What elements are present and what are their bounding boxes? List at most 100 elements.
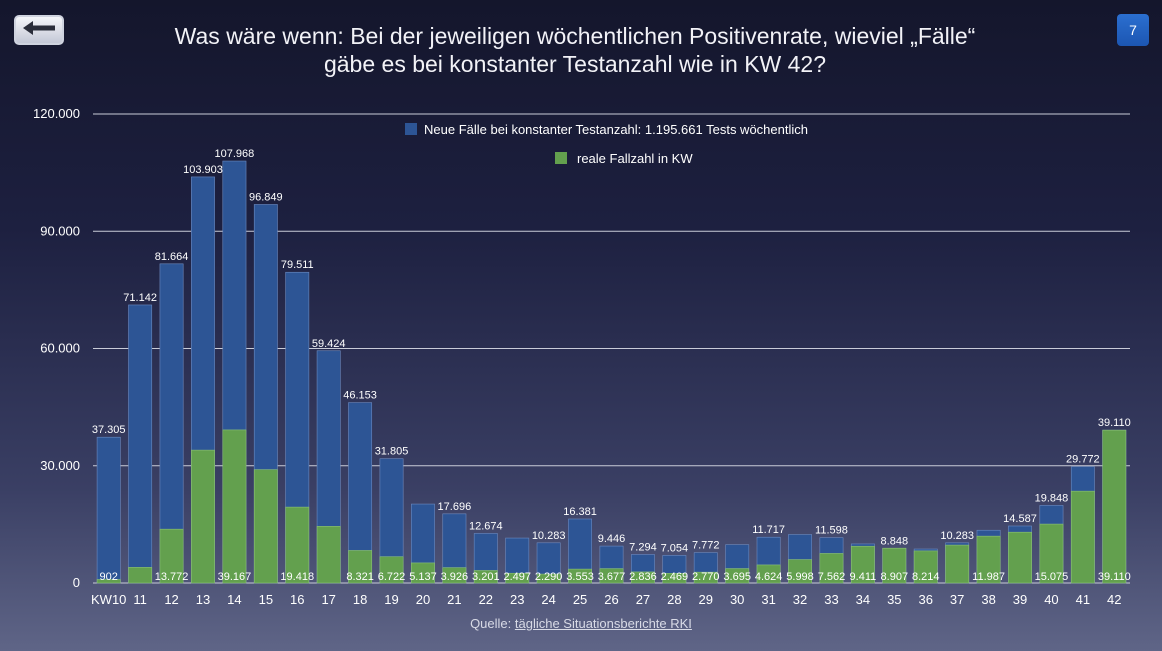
legend-label-projected: Neue Fälle bei konstanter Testanzahl: 1.… — [424, 122, 808, 137]
bar-real-cases — [913, 550, 938, 584]
x-tick-label: 28 — [667, 592, 681, 607]
bar-real-cases — [850, 545, 875, 584]
slide-title-line-2: gäbe es bei konstanter Testanzahl wie in… — [323, 51, 827, 77]
bar-real-cases — [96, 579, 121, 584]
bar-real-cases — [662, 573, 687, 584]
data-label-real-cases: 2.469 — [661, 571, 689, 583]
source-line: Quelle: tägliche Situationsberichte RKI — [0, 616, 1162, 631]
data-label-projected-cases: 10.283 — [532, 530, 566, 542]
bar-real-cases — [1070, 490, 1095, 584]
bar-real-cases — [222, 429, 247, 584]
page-number-badge: 7 — [1117, 14, 1149, 46]
y-tick-label: 0 — [73, 575, 80, 590]
data-label-projected-cases: 7.054 — [661, 542, 689, 554]
bar-projected-cases — [128, 304, 153, 584]
x-tick-label: 19 — [384, 592, 398, 607]
data-label-projected-cases: 11.598 — [815, 525, 848, 537]
x-tick-label: 40 — [1044, 592, 1058, 607]
bar-real-cases — [1008, 531, 1032, 584]
back-button[interactable] — [14, 15, 64, 45]
bar-real-cases — [599, 568, 624, 584]
x-tick-label: 24 — [541, 592, 555, 607]
bar-real-cases — [945, 544, 970, 584]
bar-real-cases — [630, 571, 655, 584]
x-tick-label: 38 — [981, 592, 995, 607]
data-label-projected-cases: 7.294 — [629, 541, 657, 553]
bar-real-cases — [1039, 523, 1064, 584]
bar-real-cases — [316, 526, 341, 584]
data-label-projected-cases: 39.110 — [1098, 417, 1131, 429]
data-label-real-cases: 8.321 — [346, 571, 374, 583]
y-tick-label: 90.000 — [40, 223, 80, 238]
data-label-real-cases: 39.167 — [218, 571, 252, 583]
x-tick-label: 36 — [919, 592, 933, 607]
x-tick-label: 42 — [1107, 592, 1121, 607]
x-tick-label: 11 — [133, 592, 147, 607]
data-label-projected-cases: 46.153 — [343, 390, 377, 402]
bar-real-cases — [693, 571, 718, 584]
x-tick-label: 26 — [604, 592, 618, 607]
data-label-projected-cases: 16.381 — [563, 506, 597, 518]
bar-projected-cases — [96, 436, 121, 584]
bar-real-cases — [1102, 429, 1127, 584]
x-tick-label: 21 — [447, 592, 461, 607]
x-tick-label: 25 — [573, 592, 587, 607]
x-tick-label: 33 — [824, 592, 838, 607]
bar-real-cases — [505, 572, 530, 584]
x-tick-label: 17 — [321, 592, 335, 607]
bar-real-cases — [882, 547, 907, 584]
data-label-real-cases: 9.411 — [850, 571, 877, 583]
data-label-projected-cases: 14.587 — [1003, 513, 1037, 525]
x-tick-label: 29 — [699, 592, 713, 607]
data-label-real-cases: 8.214 — [912, 571, 940, 583]
data-label-real-cases: 902 — [100, 571, 118, 583]
data-label-projected-cases: 11.717 — [752, 524, 785, 536]
data-label-real-cases: 5.137 — [409, 571, 437, 583]
data-label-projected-cases: 59.424 — [312, 338, 346, 350]
data-label-projected-cases: 96.849 — [249, 191, 283, 203]
x-tick-label: 12 — [164, 592, 178, 607]
bar-real-cases — [536, 573, 561, 584]
x-tick-label: 39 — [1013, 592, 1027, 607]
bar-real-cases — [756, 564, 781, 584]
data-label-projected-cases: 9.446 — [598, 533, 626, 545]
x-tick-label: 23 — [510, 592, 524, 607]
data-label-real-cases: 3.553 — [566, 571, 594, 583]
data-label-projected-cases: 79.511 — [281, 259, 314, 271]
x-tick-label: 22 — [479, 592, 493, 607]
x-tick-label: 41 — [1076, 592, 1090, 607]
data-label-projected-cases: 7.772 — [692, 540, 720, 552]
data-label-real-cases: 15.075 — [1035, 571, 1069, 583]
bar-real-cases — [976, 535, 1001, 584]
x-tick-label: 14 — [227, 592, 241, 607]
x-tick-label: 15 — [259, 592, 273, 607]
source-prefix: Quelle: — [470, 616, 515, 631]
x-tick-label: 32 — [793, 592, 807, 607]
data-label-projected-cases: 81.664 — [155, 251, 189, 263]
data-label-real-cases: 7.562 — [818, 571, 846, 583]
bar-real-cases — [411, 562, 435, 584]
data-label-real-cases: 11.987 — [972, 571, 1005, 583]
x-tick-label: 20 — [416, 592, 430, 607]
y-tick-label: 30.000 — [40, 458, 80, 473]
data-label-real-cases: 19.418 — [280, 571, 314, 583]
data-label-projected-cases: 29.772 — [1066, 454, 1100, 466]
x-tick-label: 35 — [887, 592, 901, 607]
y-tick-label: 120.000 — [33, 106, 80, 121]
source-link[interactable]: tägliche Situationsberichte RKI — [514, 616, 692, 631]
data-label-real-cases: 2.770 — [692, 571, 720, 583]
bar-real-cases — [348, 550, 373, 584]
x-tick-label: 31 — [761, 592, 775, 607]
bar-real-cases — [819, 553, 844, 584]
data-label-projected-cases: 37.305 — [92, 424, 126, 436]
data-label-real-cases: 2.836 — [629, 571, 657, 583]
bar-real-cases — [473, 570, 498, 584]
data-label-real-cases: 5.998 — [786, 571, 814, 583]
data-label-projected-cases: 17.696 — [438, 501, 472, 513]
data-label-real-cases: 3.695 — [723, 571, 751, 583]
data-label-real-cases: 3.926 — [441, 571, 469, 583]
slide-title-line-1: Was wäre wenn: Bei der jeweiligen wöchen… — [174, 23, 976, 49]
arrow-left-icon — [21, 20, 57, 41]
bar-real-cases — [725, 568, 750, 584]
data-label-real-cases: 4.624 — [755, 571, 783, 583]
